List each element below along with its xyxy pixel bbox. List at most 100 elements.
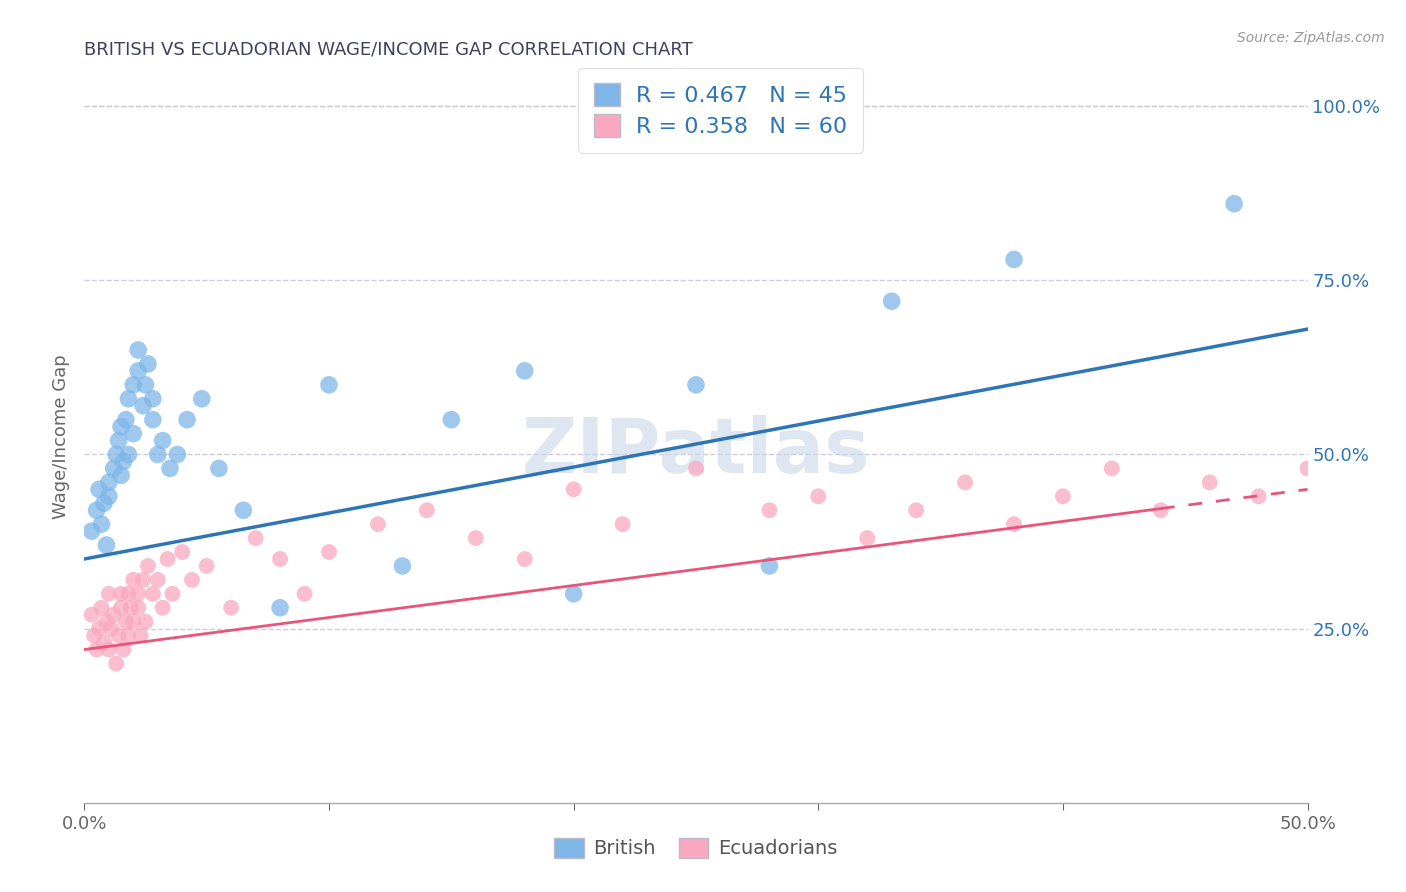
Point — [152, 434, 174, 448]
Point — [136, 357, 159, 371]
Point — [100, 622, 122, 636]
Point — [103, 607, 125, 622]
Point — [93, 496, 115, 510]
Point — [1002, 517, 1025, 532]
Text: Source: ZipAtlas.com: Source: ZipAtlas.com — [1237, 31, 1385, 45]
Point — [87, 483, 110, 497]
Point — [80, 607, 103, 622]
Point — [416, 503, 439, 517]
Point — [97, 587, 120, 601]
Point — [513, 364, 536, 378]
Point — [135, 615, 157, 629]
Point — [562, 483, 585, 497]
Point — [87, 622, 110, 636]
Point — [96, 538, 118, 552]
Text: BRITISH VS ECUADORIAN WAGE/INCOME GAP CORRELATION CHART: BRITISH VS ECUADORIAN WAGE/INCOME GAP CO… — [84, 41, 693, 59]
Point — [127, 600, 149, 615]
Point — [208, 461, 231, 475]
Point — [1101, 461, 1123, 475]
Point — [110, 587, 132, 601]
Point — [110, 468, 132, 483]
Point — [142, 587, 165, 601]
Point — [97, 475, 120, 490]
Point — [856, 531, 879, 545]
Point — [127, 343, 149, 357]
Point — [807, 489, 830, 503]
Point — [110, 419, 132, 434]
Point — [107, 629, 129, 643]
Point — [132, 399, 155, 413]
Point — [132, 573, 155, 587]
Point — [318, 545, 340, 559]
Point — [103, 461, 125, 475]
Point — [195, 558, 218, 573]
Legend: British, Ecuadorians: British, Ecuadorians — [547, 830, 845, 866]
Point — [191, 392, 214, 406]
Point — [513, 552, 536, 566]
Point — [159, 461, 181, 475]
Point — [93, 635, 115, 649]
Point — [245, 531, 267, 545]
Point — [105, 657, 128, 671]
Point — [112, 454, 135, 468]
Point — [391, 558, 413, 573]
Point — [90, 600, 112, 615]
Point — [269, 552, 291, 566]
Point — [115, 615, 138, 629]
Point — [612, 517, 634, 532]
Point — [142, 412, 165, 426]
Point — [112, 642, 135, 657]
Point — [152, 600, 174, 615]
Point — [122, 573, 145, 587]
Point — [269, 600, 291, 615]
Point — [176, 412, 198, 426]
Point — [232, 503, 254, 517]
Point — [1198, 475, 1220, 490]
Point — [97, 489, 120, 503]
Point — [562, 587, 585, 601]
Point — [219, 600, 242, 615]
Point — [1223, 196, 1246, 211]
Point — [685, 377, 707, 392]
Point — [122, 377, 145, 392]
Point — [117, 629, 139, 643]
Point — [1296, 461, 1319, 475]
Point — [880, 294, 903, 309]
Point — [86, 642, 108, 657]
Point — [1247, 489, 1270, 503]
Point — [464, 531, 486, 545]
Point — [80, 524, 103, 538]
Point — [96, 615, 118, 629]
Point — [905, 503, 928, 517]
Point — [136, 558, 159, 573]
Point — [172, 545, 194, 559]
Point — [115, 412, 138, 426]
Point — [758, 503, 780, 517]
Point — [129, 629, 152, 643]
Point — [107, 434, 129, 448]
Point — [83, 629, 105, 643]
Point — [117, 448, 139, 462]
Point — [90, 517, 112, 532]
Point — [86, 503, 108, 517]
Point — [110, 600, 132, 615]
Point — [156, 552, 179, 566]
Y-axis label: Wage/Income Gap: Wage/Income Gap — [52, 355, 70, 519]
Point — [97, 642, 120, 657]
Point — [953, 475, 976, 490]
Point — [181, 573, 204, 587]
Point — [758, 558, 780, 573]
Point — [135, 377, 157, 392]
Point — [142, 392, 165, 406]
Point — [367, 517, 389, 532]
Point — [1150, 503, 1173, 517]
Point — [1002, 252, 1025, 267]
Point — [105, 448, 128, 462]
Point — [117, 587, 139, 601]
Point — [122, 615, 145, 629]
Point — [117, 392, 139, 406]
Point — [1052, 489, 1074, 503]
Point — [685, 461, 707, 475]
Point — [146, 573, 169, 587]
Text: ZIPatlas: ZIPatlas — [522, 415, 870, 489]
